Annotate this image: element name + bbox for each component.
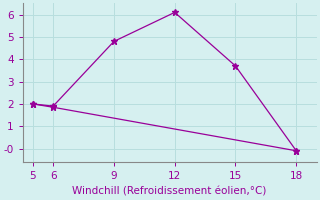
X-axis label: Windchill (Refroidissement éolien,°C): Windchill (Refroidissement éolien,°C) (72, 187, 267, 197)
